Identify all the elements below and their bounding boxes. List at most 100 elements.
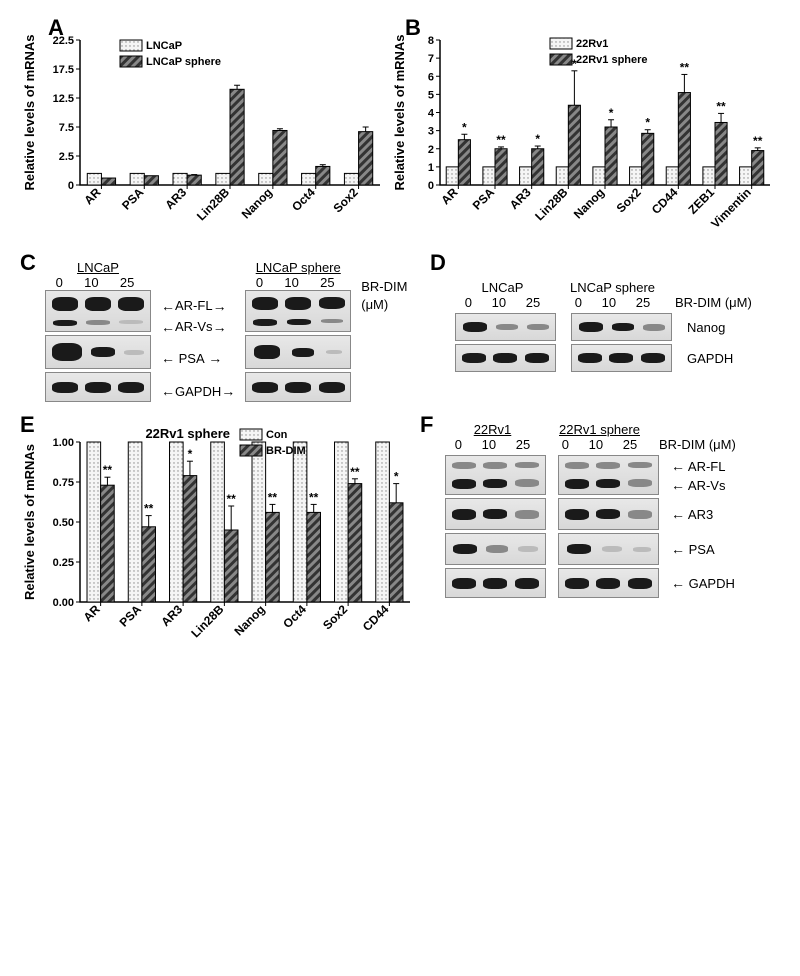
f-label-arfl: ← AR-FL [671,458,725,474]
svg-text:Vimentin: Vimentin [708,185,754,231]
d-label-nanog: Nanog [687,320,725,335]
c-header-2: LNCaP sphere [245,260,351,275]
d-header-2: LNCaP sphere [565,280,660,295]
svg-text:7.5: 7.5 [59,122,74,134]
svg-text:AR: AR [81,185,103,207]
blot-d-gapdh-2 [571,344,672,372]
svg-text:AR3: AR3 [507,185,534,212]
svg-text:Lin28B: Lin28B [532,185,570,223]
svg-text:5: 5 [428,89,434,101]
svg-text:**: ** [268,490,278,504]
svg-text:**: ** [350,465,360,479]
c-label-gapdh: ←GAPDH→ [161,383,235,399]
svg-text:Con: Con [266,429,288,441]
svg-text:8: 8 [428,35,434,47]
svg-text:22Rv1: 22Rv1 [576,38,608,50]
svg-text:**: ** [227,492,237,506]
svg-text:Sox2: Sox2 [614,185,644,215]
svg-text:Nanog: Nanog [571,185,607,221]
f-unit: BR-DIM (μM) [659,437,736,452]
blot-c-ar-1 [45,290,151,332]
blot-f-ar-2 [558,455,659,495]
svg-text:12.5: 12.5 [53,93,74,105]
blot-c-psa-2 [245,335,351,369]
svg-text:CD44: CD44 [649,185,681,217]
svg-text:LNCaP sphere: LNCaP sphere [146,56,221,68]
svg-text:22Rv1 sphere: 22Rv1 sphere [145,426,230,441]
panel-b-label: B [405,15,421,41]
c-unit: BR-DIM (μM) [361,279,407,312]
svg-text:**: ** [753,134,763,148]
panel-c-label: C [20,250,36,276]
d-header-1: LNCaP [455,280,550,295]
blot-c-ar-2 [245,290,351,332]
svg-text:0.25: 0.25 [53,557,74,569]
svg-text:*: * [645,116,650,130]
f-label-ar3: ← AR3 [671,506,713,522]
svg-text:**: ** [680,60,690,74]
svg-text:17.5: 17.5 [53,64,74,76]
svg-text:1.00: 1.00 [53,437,74,449]
svg-text:Nanog: Nanog [239,185,275,221]
svg-text:*: * [535,132,540,146]
blot-c-gapdh-1 [45,372,151,402]
blot-c-psa-1 [45,335,151,369]
blot-d-nanog-1 [455,313,556,341]
svg-text:**: ** [309,490,319,504]
svg-text:Relative levels of mRNAs: Relative levels of mRNAs [392,34,407,190]
svg-text:CD44: CD44 [360,602,392,634]
svg-text:0: 0 [68,180,74,192]
c-label-arfl: ←AR-FL→ [161,298,235,314]
svg-text:AR3: AR3 [162,185,189,212]
svg-text:*: * [394,470,399,484]
blot-f-psa-1 [445,533,546,565]
svg-text:AR: AR [438,185,460,207]
svg-text:2.5: 2.5 [59,151,74,163]
svg-text:**: ** [103,463,113,477]
blot-f-ar-1 [445,455,546,495]
blot-c-gapdh-2 [245,372,351,402]
svg-text:2: 2 [428,144,434,156]
blot-d-nanog-2 [571,313,672,341]
svg-text:PSA: PSA [117,602,145,630]
panel-e-label: E [20,412,35,438]
blot-f-psa-2 [558,533,659,565]
f-label-psa: ← PSA [671,541,715,557]
f-label-gapdh: ← GAPDH [671,575,735,591]
svg-text:**: ** [496,133,506,147]
f-header-2: 22Rv1 sphere [552,422,647,437]
svg-text:Nanog: Nanog [231,602,267,638]
svg-text:1: 1 [428,162,434,174]
svg-text:Relative levels of mRNAs: Relative levels of mRNAs [22,444,37,600]
panel-f-label: F [420,412,433,438]
svg-text:**: ** [144,502,154,516]
svg-text:*: * [462,120,467,134]
svg-text:*: * [609,106,614,120]
d-label-gapdh: GAPDH [687,351,733,366]
svg-text:0: 0 [428,180,434,192]
panel-d-label: D [430,250,446,276]
svg-text:3: 3 [428,126,434,138]
svg-text:Oct4: Oct4 [280,602,309,631]
svg-text:PSA: PSA [119,185,147,213]
chart-a: 02.57.512.517.522.5Relative levels of mR… [20,20,390,240]
svg-text:**: ** [716,99,726,113]
svg-text:7: 7 [428,53,434,65]
svg-text:Lin28B: Lin28B [188,602,226,640]
c-header-1: LNCaP [45,260,151,275]
c-label-psa: ← PSA → [161,350,235,366]
svg-text:Sox2: Sox2 [331,185,361,215]
f-label-arvs: ← AR-Vs [671,477,725,493]
svg-text:AR: AR [81,602,103,624]
svg-text:*: * [188,447,193,461]
svg-text:PSA: PSA [470,185,498,213]
svg-text:Lin28B: Lin28B [194,185,232,223]
svg-text:0.50: 0.50 [53,517,74,529]
blot-f-ar3-2 [558,498,659,530]
chart-b: 012345678Relative levels of mRNAs*AR**PS… [390,20,780,240]
c-label-arvs: ←AR-Vs→ [161,319,235,335]
blot-f-gapdh-2 [558,568,659,598]
blot-f-ar3-1 [445,498,546,530]
panel-a-label: A [48,15,64,41]
svg-text:LNCaP: LNCaP [146,40,182,52]
